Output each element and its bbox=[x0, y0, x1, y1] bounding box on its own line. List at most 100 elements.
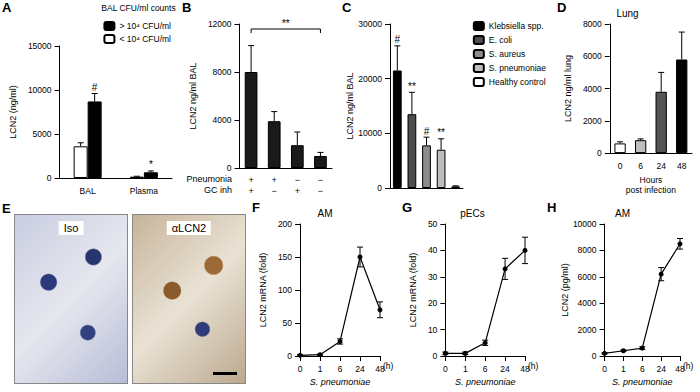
svg-text:20000: 20000 bbox=[358, 74, 382, 84]
svg-text:2000: 2000 bbox=[583, 116, 602, 126]
svg-text:Plasma: Plasma bbox=[130, 186, 159, 196]
svg-text:6000: 6000 bbox=[578, 272, 597, 282]
svg-text:C: C bbox=[342, 0, 352, 15]
svg-text:G: G bbox=[402, 200, 412, 215]
svg-text:−: − bbox=[272, 186, 277, 196]
svg-text:Lung: Lung bbox=[616, 8, 638, 19]
svg-text:S. pneumoniae: S. pneumoniae bbox=[612, 377, 673, 387]
svg-text:**: ** bbox=[437, 127, 445, 138]
svg-text:0: 0 bbox=[618, 161, 623, 171]
svg-text:8000: 8000 bbox=[583, 19, 602, 29]
svg-text:AM: AM bbox=[615, 208, 630, 219]
svg-text:10000: 10000 bbox=[358, 128, 382, 138]
svg-text:24: 24 bbox=[656, 364, 666, 374]
svg-text:#: # bbox=[92, 82, 98, 93]
svg-text:+: + bbox=[272, 175, 277, 185]
svg-text:10000: 10000 bbox=[28, 85, 52, 95]
svg-text:150: 150 bbox=[278, 252, 292, 262]
svg-text:40: 40 bbox=[428, 245, 438, 255]
svg-text:24: 24 bbox=[500, 364, 510, 374]
svg-text:LCN2 ng/ml BAL: LCN2 ng/ml BAL bbox=[188, 62, 198, 129]
svg-text:8000: 8000 bbox=[578, 245, 597, 255]
svg-text:−: − bbox=[295, 175, 300, 185]
svg-text:8000: 8000 bbox=[213, 67, 232, 77]
svg-text:2000: 2000 bbox=[578, 325, 597, 335]
svg-text:100: 100 bbox=[278, 285, 292, 295]
svg-text:10000: 10000 bbox=[573, 219, 597, 229]
svg-text:15000: 15000 bbox=[28, 41, 52, 51]
svg-text:LCN2 mRNA (fold): LCN2 mRNA (fold) bbox=[408, 253, 418, 328]
svg-text:30000: 30000 bbox=[358, 19, 382, 29]
svg-text:0: 0 bbox=[227, 163, 232, 173]
svg-text:10: 10 bbox=[428, 325, 438, 335]
svg-text:+: + bbox=[248, 175, 253, 185]
svg-text:+: + bbox=[295, 186, 300, 196]
svg-text:200: 200 bbox=[278, 219, 292, 229]
svg-text:30: 30 bbox=[428, 272, 438, 282]
svg-text:1: 1 bbox=[318, 364, 323, 374]
svg-text:*: * bbox=[149, 159, 153, 170]
svg-text:> 10⁴ CFU/ml: > 10⁴ CFU/ml bbox=[119, 21, 171, 31]
svg-text:LCN2 ng/ml lung: LCN2 ng/ml lung bbox=[563, 55, 573, 122]
svg-text:−: − bbox=[318, 175, 323, 185]
svg-text:0: 0 bbox=[443, 364, 448, 374]
svg-text:50: 50 bbox=[428, 219, 438, 229]
svg-text:LCN2 ng/ml BAL: LCN2 ng/ml BAL bbox=[345, 72, 355, 139]
svg-text:48: 48 bbox=[677, 161, 687, 171]
svg-text:< 10⁴ CFU/ml: < 10⁴ CFU/ml bbox=[119, 34, 171, 44]
svg-text:H: H bbox=[547, 200, 556, 215]
svg-text:Hours: Hours bbox=[640, 175, 663, 185]
svg-text:4000: 4000 bbox=[213, 115, 232, 125]
svg-text:4000: 4000 bbox=[583, 84, 602, 94]
svg-text:48: 48 bbox=[675, 364, 685, 374]
svg-text:#: # bbox=[424, 126, 430, 137]
svg-text:48: 48 bbox=[520, 364, 530, 374]
svg-text:pECs: pECs bbox=[460, 208, 484, 219]
svg-text:0: 0 bbox=[433, 351, 438, 361]
svg-text:6: 6 bbox=[640, 364, 645, 374]
svg-text:20: 20 bbox=[428, 298, 438, 308]
svg-text:post infection: post infection bbox=[626, 185, 676, 195]
svg-text:**: ** bbox=[408, 81, 416, 92]
svg-text:F: F bbox=[252, 200, 260, 215]
svg-text:0: 0 bbox=[287, 351, 292, 361]
svg-text:0: 0 bbox=[592, 351, 597, 361]
svg-text:+: + bbox=[248, 186, 253, 196]
svg-text:1: 1 bbox=[463, 364, 468, 374]
svg-text:12000: 12000 bbox=[208, 19, 232, 29]
svg-text:−: − bbox=[318, 186, 323, 196]
svg-text:A: A bbox=[2, 0, 12, 15]
svg-text:B: B bbox=[182, 0, 191, 15]
svg-text:LCN2 mRNA (fold): LCN2 mRNA (fold) bbox=[258, 253, 268, 328]
svg-text:E. coli: E. coli bbox=[489, 35, 512, 45]
svg-text:5000: 5000 bbox=[33, 129, 52, 139]
svg-text:0: 0 bbox=[597, 148, 602, 158]
svg-text:Klebsiella spp.: Klebsiella spp. bbox=[489, 21, 544, 31]
svg-text:LCN2 (ng/ml): LCN2 (ng/ml) bbox=[8, 85, 18, 139]
svg-text:6000: 6000 bbox=[583, 51, 602, 61]
svg-text:LCN2 (pg/ml): LCN2 (pg/ml) bbox=[560, 263, 570, 317]
svg-text:Pneumonia: Pneumonia bbox=[186, 174, 232, 184]
svg-text:0: 0 bbox=[298, 364, 303, 374]
svg-text:AM: AM bbox=[318, 208, 333, 219]
svg-text:1: 1 bbox=[621, 364, 626, 374]
svg-text:6: 6 bbox=[483, 364, 488, 374]
svg-text:0: 0 bbox=[602, 364, 607, 374]
svg-text:24: 24 bbox=[355, 364, 365, 374]
svg-text:50: 50 bbox=[283, 318, 293, 328]
svg-text:BAL: BAL bbox=[80, 186, 96, 196]
svg-text:24: 24 bbox=[656, 161, 666, 171]
svg-text:S. pneumoniae: S. pneumoniae bbox=[489, 63, 546, 73]
svg-text:BAL CFU/ml counts: BAL CFU/ml counts bbox=[101, 3, 175, 13]
svg-text:**: ** bbox=[282, 18, 290, 29]
svg-text:6: 6 bbox=[338, 364, 343, 374]
svg-text:0: 0 bbox=[377, 183, 382, 193]
svg-text:4000: 4000 bbox=[578, 298, 597, 308]
svg-text:S. pneumoniae: S. pneumoniae bbox=[455, 377, 516, 387]
svg-text:D: D bbox=[557, 0, 566, 15]
svg-text:GC inh: GC inh bbox=[204, 185, 232, 195]
svg-text:48: 48 bbox=[375, 364, 385, 374]
svg-text:#: # bbox=[395, 34, 401, 45]
svg-text:Healthy control: Healthy control bbox=[489, 77, 546, 87]
svg-text:S. pneumoniae: S. pneumoniae bbox=[310, 377, 371, 387]
